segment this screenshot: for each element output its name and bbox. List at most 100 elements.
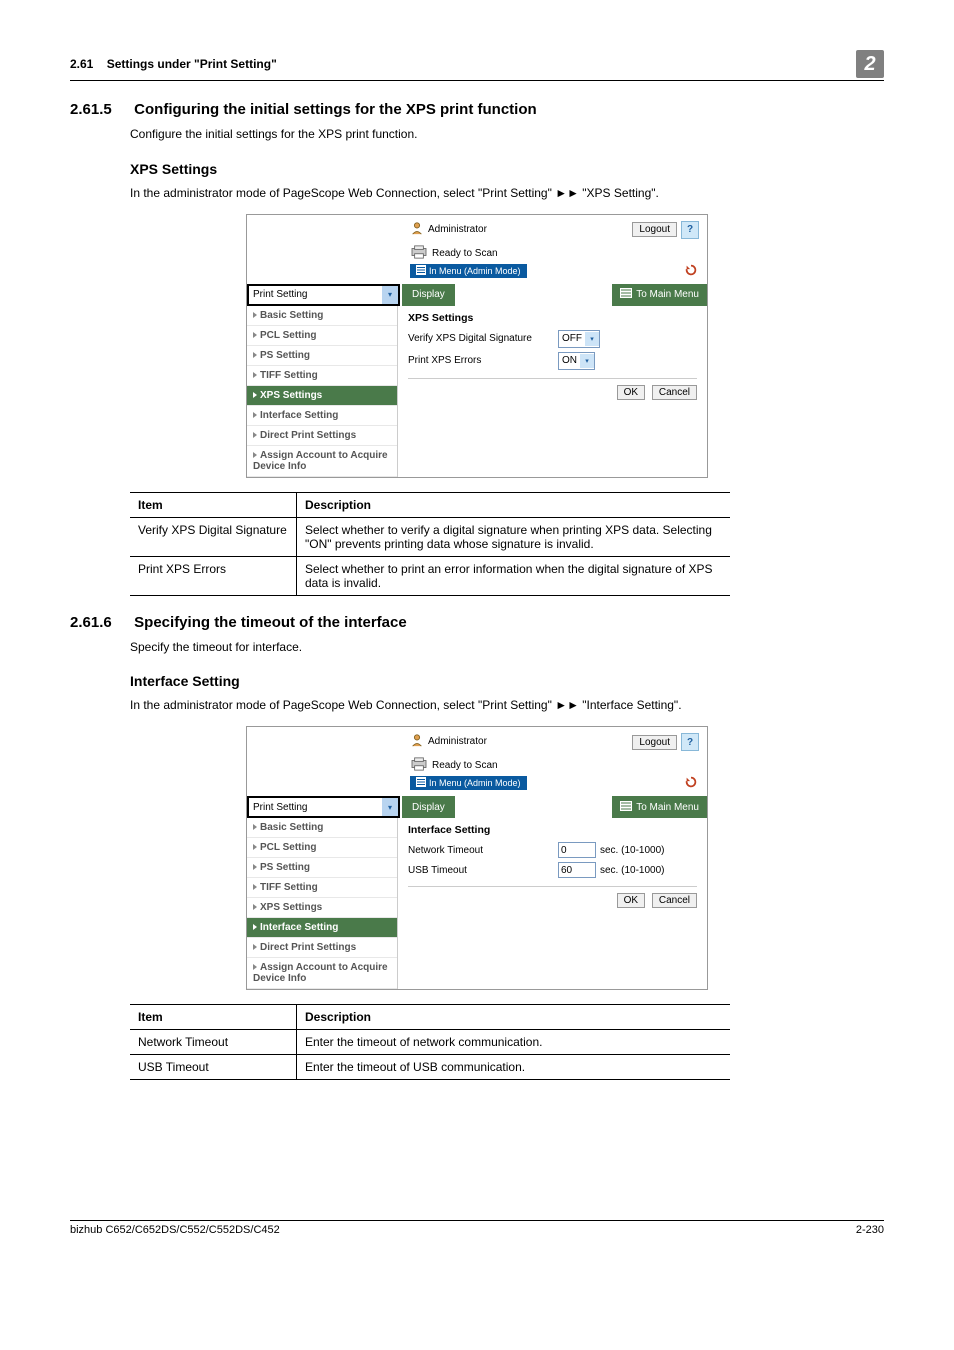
menu-icon xyxy=(416,265,426,277)
sidebar-item-direct[interactable]: Direct Print Settings xyxy=(247,426,397,446)
section-ref: 2.61 xyxy=(70,57,93,71)
list-icon xyxy=(620,801,632,814)
cell-item: Verify XPS Digital Signature xyxy=(130,517,297,556)
cell-desc: Select whether to verify a digital signa… xyxy=(297,517,731,556)
category-dropdown[interactable]: Print Setting ▾ xyxy=(247,796,400,818)
sidebar-item-xps[interactable]: XPS Settings xyxy=(247,386,397,406)
help-button[interactable]: ? xyxy=(681,733,699,751)
network-timeout-input[interactable]: 0 xyxy=(558,842,596,858)
cell-item: Print XPS Errors xyxy=(130,556,297,595)
mode-label: In Menu (Admin Mode) xyxy=(429,266,521,276)
interface-setting-table: Item Description Network Timeout Enter t… xyxy=(130,1004,730,1080)
page-footer: bizhub C652/C652DS/C552/C552DS/C452 2-23… xyxy=(70,1220,884,1236)
field-label: Verify XPS Digital Signature xyxy=(408,333,558,344)
cell-desc: Enter the timeout of network communicati… xyxy=(297,1030,731,1055)
sidebar-item-basic[interactable]: Basic Setting xyxy=(247,306,397,326)
main-panel: XPS Settings Verify XPS Digital Signatur… xyxy=(398,306,707,477)
admin-label: Administrator xyxy=(428,224,487,235)
sidebar-item-assign[interactable]: Assign Account to Acquire Device Info xyxy=(247,446,397,477)
sidebar-item-pcl[interactable]: PCL Setting xyxy=(247,326,397,346)
ok-button[interactable]: OK xyxy=(617,385,645,400)
toolbar-row: Print Setting ▾ Display To Main Menu xyxy=(247,284,707,306)
help-button[interactable]: ? xyxy=(681,221,699,239)
field-network-timeout: Network Timeout 0 sec. (10-1000) xyxy=(408,842,697,858)
sidebar-item-basic[interactable]: Basic Setting xyxy=(247,818,397,838)
field-label: Network Timeout xyxy=(408,845,558,856)
sidebar-item-xps[interactable]: XPS Settings xyxy=(247,898,397,918)
main-menu-label: To Main Menu xyxy=(636,289,699,300)
printer-icon xyxy=(410,245,428,262)
cancel-button[interactable]: Cancel xyxy=(652,385,697,400)
menu-icon xyxy=(416,777,426,789)
field-unit: sec. (10-1000) xyxy=(600,865,664,876)
user-icon xyxy=(410,221,424,238)
divider xyxy=(408,886,697,887)
list-icon xyxy=(620,288,632,301)
category-dropdown[interactable]: Print Setting ▾ xyxy=(247,284,400,306)
table-row: Verify XPS Digital Signature Select whet… xyxy=(130,517,730,556)
cell-item: USB Timeout xyxy=(130,1055,297,1080)
refresh-button[interactable] xyxy=(683,262,699,278)
sidebar-item-assign[interactable]: Assign Account to Acquire Device Info xyxy=(247,958,397,989)
mode-badge: In Menu (Admin Mode) xyxy=(410,264,527,278)
header-breadcrumb: 2.61 Settings under "Print Setting" xyxy=(70,57,277,71)
table-row: Print XPS Errors Select whether to print… xyxy=(130,556,730,595)
heading-2-61-5: 2.61.5 Configuring the initial settings … xyxy=(70,101,884,118)
ok-button[interactable]: OK xyxy=(617,893,645,908)
verify-sig-select[interactable]: OFF▾ xyxy=(558,330,600,348)
table-header-row: Item Description xyxy=(130,492,730,517)
refresh-button[interactable] xyxy=(683,774,699,790)
panel-title: Interface Setting xyxy=(408,824,697,836)
main-menu-button[interactable]: To Main Menu xyxy=(610,796,707,818)
col-description: Description xyxy=(297,492,731,517)
mode-label: In Menu (Admin Mode) xyxy=(429,778,521,788)
table-header-row: Item Description xyxy=(130,1005,730,1030)
subheading-interface-setting: Interface Setting xyxy=(130,673,884,689)
display-button[interactable]: Display xyxy=(402,284,455,306)
footer-model: bizhub C652/C652DS/C552/C552DS/C452 xyxy=(70,1224,280,1236)
sidebar-item-tiff[interactable]: TIFF Setting xyxy=(247,366,397,386)
ss-body: Basic Setting PCL Setting PS Setting TIF… xyxy=(247,306,707,477)
heading-title: Configuring the initial settings for the… xyxy=(134,101,536,118)
ss-body: Basic Setting PCL Setting PS Setting TIF… xyxy=(247,818,707,989)
field-print-errors: Print XPS Errors ON▾ xyxy=(408,352,697,370)
divider xyxy=(408,378,697,379)
field-label: USB Timeout xyxy=(408,865,558,876)
ss-header: Administrator Logout ? xyxy=(247,727,707,757)
main-menu-button[interactable]: To Main Menu xyxy=(610,284,707,306)
col-item: Item xyxy=(130,1005,297,1030)
heading-num: 2.61.5 xyxy=(70,101,130,118)
subheading-xps-settings: XPS Settings xyxy=(130,161,884,177)
printer-icon xyxy=(410,757,428,774)
sidebar-item-tiff[interactable]: TIFF Setting xyxy=(247,878,397,898)
field-verify-sig: Verify XPS Digital Signature OFF▾ xyxy=(408,330,697,348)
print-errors-select[interactable]: ON▾ xyxy=(558,352,595,370)
intro-text-2: Specify the timeout for interface. xyxy=(130,639,884,656)
sidebar-item-ps[interactable]: PS Setting xyxy=(247,346,397,366)
admin-label: Administrator xyxy=(428,736,487,747)
chevron-down-icon: ▾ xyxy=(585,332,599,346)
sidebar: Basic Setting PCL Setting PS Setting TIF… xyxy=(247,818,398,989)
logout-button[interactable]: Logout xyxy=(632,222,677,237)
desc-text-2: In the administrator mode of PageScope W… xyxy=(130,697,884,714)
sidebar-item-interface[interactable]: Interface Setting xyxy=(247,918,397,938)
screenshot-interface-setting: Administrator Logout ? Ready to Scan In … xyxy=(246,726,708,990)
chevron-down-icon: ▾ xyxy=(580,354,594,368)
footer-page: 2-230 xyxy=(856,1224,884,1236)
sidebar-item-pcl[interactable]: PCL Setting xyxy=(247,838,397,858)
logout-button[interactable]: Logout xyxy=(632,735,677,750)
usb-timeout-input[interactable]: 60 xyxy=(558,862,596,878)
display-button[interactable]: Display xyxy=(402,796,455,818)
cancel-button[interactable]: Cancel xyxy=(652,893,697,908)
sidebar-item-ps[interactable]: PS Setting xyxy=(247,858,397,878)
user-icon xyxy=(410,733,424,750)
admin-indicator: Administrator xyxy=(410,733,487,750)
sidebar-item-direct[interactable]: Direct Print Settings xyxy=(247,938,397,958)
sidebar-item-interface[interactable]: Interface Setting xyxy=(247,406,397,426)
button-row: OK Cancel xyxy=(408,387,697,398)
field-unit: sec. (10-1000) xyxy=(600,845,664,856)
chevron-down-icon: ▾ xyxy=(382,286,398,304)
main-panel: Interface Setting Network Timeout 0 sec.… xyxy=(398,818,707,989)
screenshot-xps-settings: Administrator Logout ? Ready to Scan In … xyxy=(246,214,708,478)
col-description: Description xyxy=(297,1005,731,1030)
